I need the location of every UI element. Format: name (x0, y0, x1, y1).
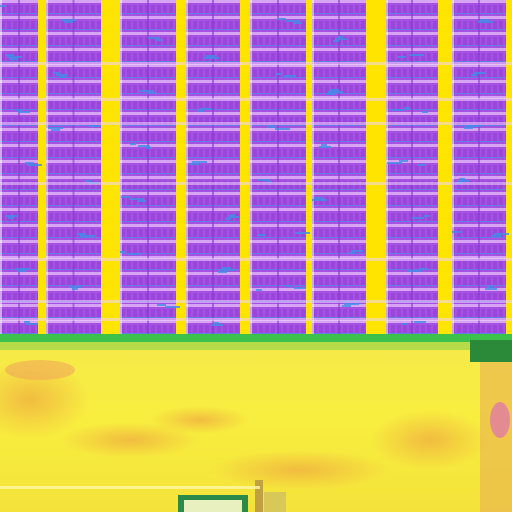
solar-panel-column (250, 0, 310, 334)
ground-line (0, 486, 260, 489)
solar-panel-column (452, 0, 509, 334)
solar-panel-column (46, 0, 101, 334)
green-edge-soft (0, 342, 470, 350)
solar-panel-column (386, 0, 438, 334)
panel-row-highlight (0, 62, 512, 65)
solar-panel-field (0, 0, 512, 334)
solar-panel-column (120, 0, 180, 334)
ground-patch (210, 450, 390, 490)
ground-patch (370, 410, 490, 470)
green-edge-dark (470, 340, 512, 362)
solar-panel-column (186, 0, 240, 334)
panel-row-highlight (0, 122, 512, 125)
panel-row-highlight (0, 258, 512, 261)
ground-patch (60, 422, 200, 458)
ground-patch (0, 360, 90, 440)
panel-row-highlight (0, 318, 512, 321)
pink-spot (490, 402, 510, 438)
ground-patch (150, 406, 250, 434)
panel-row-highlight (0, 182, 512, 185)
solar-panel-column (312, 0, 366, 334)
small-structure (178, 480, 286, 512)
panel-row-highlight (0, 300, 512, 303)
solar-panel-column (0, 0, 42, 334)
ground-patch (5, 360, 75, 380)
green-edge (0, 332, 512, 342)
panel-row-highlight (0, 98, 512, 101)
